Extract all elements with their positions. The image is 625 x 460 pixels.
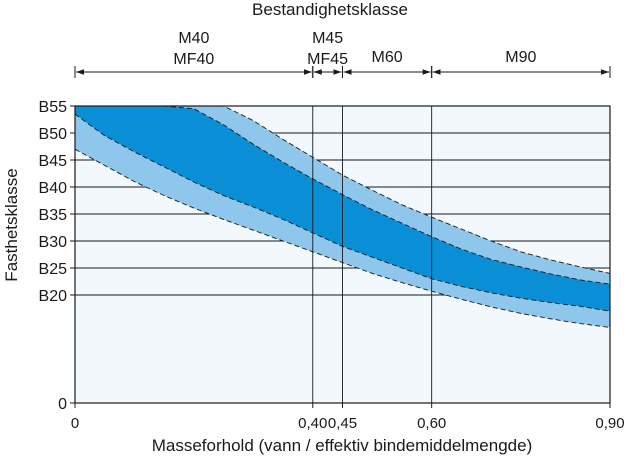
y-tick-label: B20 — [39, 288, 68, 305]
x-tick-label: 0,60 — [417, 415, 446, 432]
class-label: M45 — [312, 30, 343, 47]
x-axis-title: Masseforhold (vann / effektiv bindemidde… — [152, 436, 533, 455]
y-tick-label: B30 — [39, 234, 68, 251]
y-tick-label: B50 — [39, 126, 68, 143]
class-boundary-lines — [312, 106, 433, 403]
y-tick-label: B45 — [39, 153, 68, 170]
durability-classes: M40 MF40 M45 MF45 M60 M90 — [74, 30, 611, 78]
x-tick-label: 0,45 — [328, 415, 357, 432]
x-tick-label: 0,40 — [298, 415, 327, 432]
class-label: MF40 — [173, 51, 214, 68]
y-tick-label: B25 — [39, 261, 68, 278]
y-tick-label: B55 — [39, 99, 68, 116]
x-axis: 0 0,40 0,45 0,60 0,90 — [71, 403, 625, 432]
y-axis-title: Fasthetsklasse — [2, 168, 21, 281]
y-axis: 0 B20 B25 B30 B35 B40 B45 B50 B55 — [39, 99, 75, 413]
class-label: MF45 — [307, 51, 348, 68]
y-tick-label: B35 — [39, 207, 68, 224]
class-label: M40 — [178, 30, 209, 47]
y-tick-label: 0 — [58, 396, 67, 413]
class-label: M60 — [372, 49, 403, 66]
x-tick-label: 0 — [71, 415, 79, 432]
chart-title: Bestandighetsklasse — [252, 0, 408, 19]
class-label: M90 — [505, 49, 536, 66]
x-tick-label: 0,90 — [595, 415, 624, 432]
y-tick-label: B40 — [39, 180, 68, 197]
